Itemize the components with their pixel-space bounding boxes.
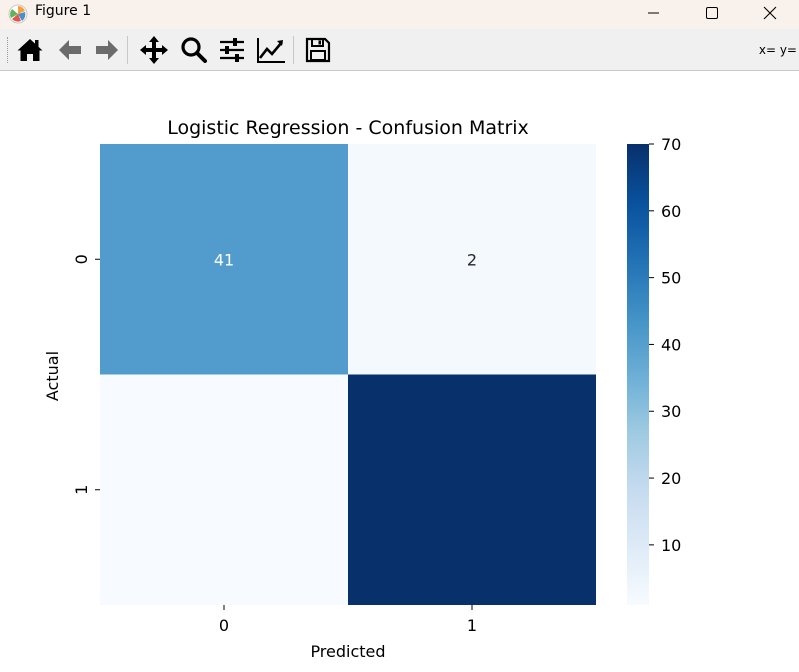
floppy-disk-icon <box>305 37 331 63</box>
configure-subplots-button[interactable] <box>216 34 248 66</box>
colorbar-tick-label: 20 <box>661 469 681 488</box>
toolbar-separator <box>293 36 294 64</box>
y-axis-ticks: 01 <box>72 254 100 495</box>
heatmap-cell <box>348 144 596 375</box>
arrow-left-icon <box>59 40 81 60</box>
window-title: Figure 1 <box>35 3 92 19</box>
heatmap-cell <box>100 144 348 375</box>
colorbar-tick-label: 40 <box>661 335 681 354</box>
x-axis-label: Predicted <box>310 642 385 661</box>
colorbar-tick-label: 10 <box>661 536 681 555</box>
x-tick-label: 1 <box>467 616 477 635</box>
magnifier-icon <box>181 37 207 63</box>
window-titlebar: Figure 1 <box>0 0 799 29</box>
x-tick-label: 0 <box>219 616 229 635</box>
y-tick-label: 1 <box>72 485 91 495</box>
pan-button[interactable] <box>138 34 170 66</box>
back-button[interactable] <box>54 34 86 66</box>
figure-canvas[interactable]: Logistic Regression - Confusion Matrix 4… <box>0 71 799 668</box>
zoom-button[interactable] <box>178 34 210 66</box>
forward-button[interactable] <box>91 34 123 66</box>
move-icon <box>140 36 168 64</box>
edit-axis-button[interactable] <box>255 34 287 66</box>
cursor-coordinates: x= y= <box>758 43 797 57</box>
home-icon <box>17 39 43 61</box>
colorbar-tick-label: 60 <box>661 202 681 221</box>
colorbar-tick-label: 30 <box>661 402 681 421</box>
close-icon <box>763 6 777 19</box>
matplotlib-logo-icon <box>8 4 28 24</box>
cell-annotation: 2 <box>467 250 477 269</box>
colorbar-tick-label: 50 <box>661 269 681 288</box>
confusion-matrix-chart[interactable]: Logistic Regression - Confusion Matrix 4… <box>0 71 799 668</box>
toolbar-grip[interactable] <box>7 37 10 63</box>
heatmap-cells <box>100 144 596 605</box>
line-chart-icon <box>257 38 285 63</box>
heatmap-cell <box>348 374 596 605</box>
home-button[interactable] <box>14 34 46 66</box>
colorbar-ticks: 10 20 30 40 50 60 70 <box>649 135 681 555</box>
sliders-icon <box>220 38 244 62</box>
minimize-icon <box>648 12 659 13</box>
cell-annotation: 41 <box>214 250 234 269</box>
toolbar-separator <box>127 36 128 64</box>
maximize-button[interactable] <box>683 0 741 25</box>
arrow-right-icon <box>96 40 118 60</box>
colorbar-tick-label: 70 <box>661 135 681 154</box>
y-axis-label: Actual <box>43 351 62 401</box>
chart-title: Logistic Regression - Confusion Matrix <box>167 117 529 139</box>
save-button[interactable] <box>302 34 334 66</box>
minimize-button[interactable] <box>625 0 683 25</box>
colorbar <box>627 144 649 605</box>
close-button[interactable] <box>741 0 799 25</box>
maximize-icon <box>706 6 718 19</box>
cell-annotations: 41 2 <box>214 250 477 269</box>
navigation-toolbar: x= y= <box>0 29 799 71</box>
heatmap-cell <box>100 374 348 605</box>
y-tick-label: 0 <box>72 254 91 264</box>
